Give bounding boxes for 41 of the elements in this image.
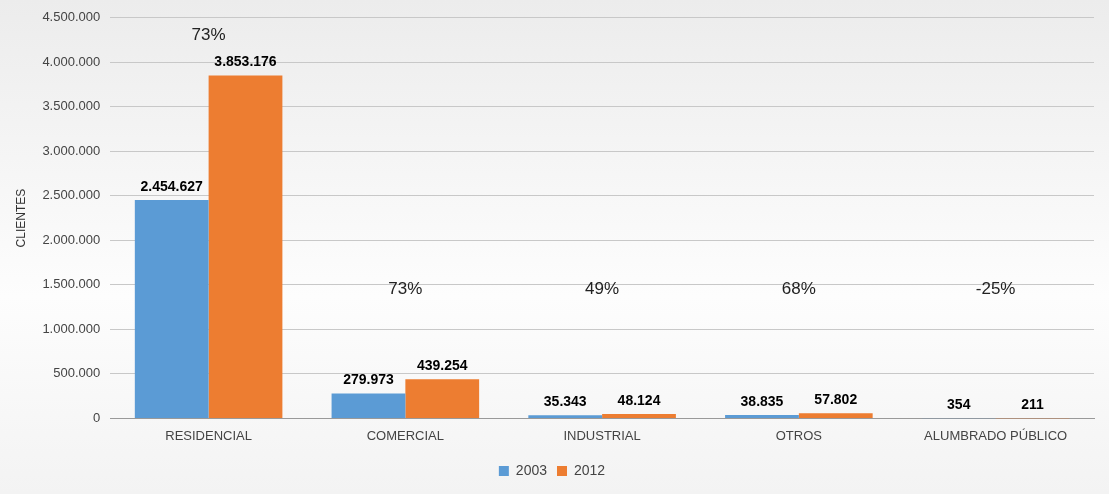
x-tick-label: RESIDENCIAL (165, 427, 252, 443)
data-label: 38.835 (740, 392, 784, 409)
annotation: 68% (781, 279, 816, 299)
annotation: -25% (975, 279, 1016, 299)
data-label: 35.343 (543, 393, 587, 410)
x-tick-label: COMERCIAL (366, 427, 445, 443)
annotation: 49% (585, 279, 620, 299)
y-tick-label: 500.000 (53, 365, 101, 381)
bar (725, 414, 799, 418)
annotation: 73% (388, 279, 423, 299)
data-label: 2.454.627 (140, 177, 204, 194)
bar (208, 75, 283, 418)
bar (602, 414, 676, 418)
legend-label: 2003 (515, 461, 548, 478)
annotation: 73% (191, 24, 226, 44)
x-tick-label: OTROS (775, 427, 823, 443)
y-tick-label: 4.500.000 (42, 9, 101, 25)
y-tick-label: 4.000.000 (42, 53, 101, 69)
y-axis-title: CLIENTES (13, 188, 28, 248)
data-label: 354 (947, 396, 971, 413)
y-tick-label: 1.500.000 (42, 276, 101, 292)
y-tick-label: 2.000.000 (42, 231, 101, 247)
x-tick-label: INDUSTRIAL (563, 427, 641, 443)
y-tick-label: 3.500.000 (42, 98, 101, 114)
data-label: 3.853.176 (214, 53, 277, 70)
bar (405, 379, 480, 418)
bar (528, 415, 603, 418)
data-label: 439.254 (416, 357, 468, 374)
bar (331, 393, 406, 418)
data-label: 57.802 (814, 391, 858, 408)
legend-label: 2012 (574, 461, 606, 478)
y-tick-label: 3.000.000 (42, 142, 101, 158)
bar (134, 199, 209, 418)
data-label: 211 (1021, 396, 1045, 413)
x-tick-label: ALUMBRADO PÚBLICO (924, 427, 1068, 443)
y-tick-label: 2.500.000 (42, 187, 101, 203)
y-tick-label: 0 (93, 409, 101, 425)
data-label: 48.124 (617, 391, 661, 408)
bar (798, 413, 873, 418)
data-label: 279.973 (343, 371, 394, 388)
y-tick-label: 1.000.000 (42, 320, 101, 336)
